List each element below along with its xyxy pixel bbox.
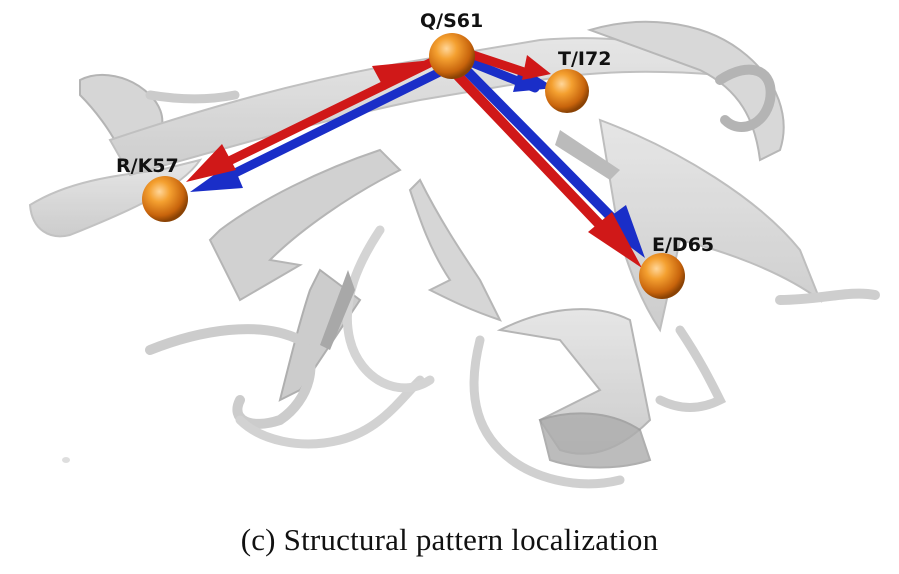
residue-labels: Q/S61 T/I72 R/K57 E/D65 xyxy=(116,10,714,256)
arrow-red-shaft-e65 xyxy=(453,71,605,230)
residue-sphere-t72 xyxy=(545,69,589,113)
loop-right-upper xyxy=(586,20,785,162)
residue-label-t72: T/I72 xyxy=(558,48,611,70)
arrow-red-head-q61 xyxy=(372,60,432,90)
residue-label-r57: R/K57 xyxy=(116,155,179,177)
loop-lower-center xyxy=(342,225,435,393)
beta-strand-center-left xyxy=(208,148,402,302)
loop-right-curl xyxy=(715,64,776,133)
arrow-red-head-t72 xyxy=(522,55,551,80)
arrow-blue-shaft-r57 xyxy=(220,61,457,183)
artifact-dot xyxy=(62,457,70,463)
residue-sphere-q61 xyxy=(429,33,475,79)
protein-ribbon xyxy=(28,20,880,489)
residue-sphere-e65 xyxy=(639,253,685,299)
arrow-blue-shaft-e65 xyxy=(461,65,617,223)
beta-sheet-lower-right-dark xyxy=(538,412,652,469)
residue-sphere-r57 xyxy=(142,176,188,222)
loop-lower-far-right xyxy=(655,325,727,412)
strand-dark-1 xyxy=(320,270,355,350)
beta-strand-center xyxy=(408,178,502,322)
residue-spheres xyxy=(142,33,685,299)
residue-label-q61: Q/S61 xyxy=(420,10,483,32)
loop-right-tail xyxy=(775,288,880,305)
loop-left-tail xyxy=(145,90,240,104)
pattern-arrows xyxy=(186,45,645,268)
figure-caption: (c) Structural pattern localization xyxy=(240,522,659,557)
arrow-red-head-r57 xyxy=(186,144,236,182)
residue-label-e65: E/D65 xyxy=(652,234,714,256)
strand-dark-2 xyxy=(555,130,620,180)
arrow-red-head-e65 xyxy=(588,212,642,268)
loop-lower-left-2 xyxy=(235,375,425,449)
protein-structure-figure: Q/S61 T/I72 R/K57 E/D65 xyxy=(28,10,880,489)
loop-lower-left xyxy=(145,324,316,429)
loop-lower-right xyxy=(469,335,625,489)
